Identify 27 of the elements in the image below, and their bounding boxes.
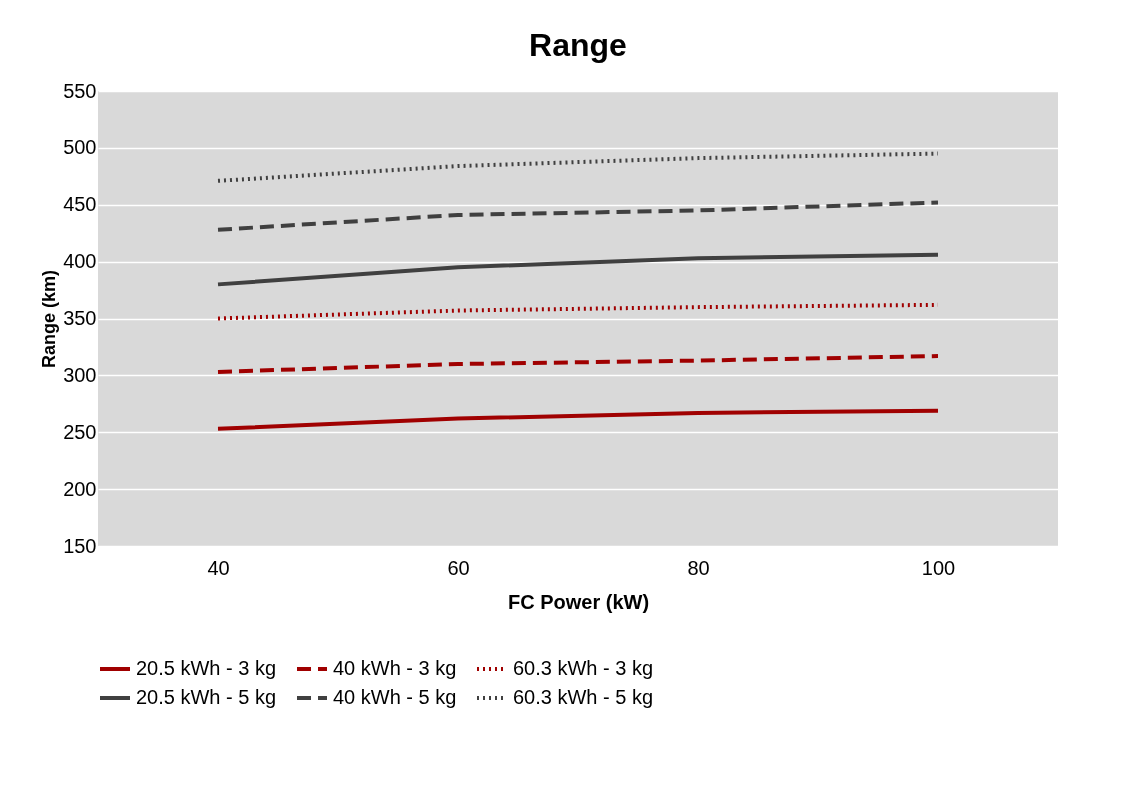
legend-label: 60.3 kWh - 3 kg bbox=[513, 657, 654, 679]
line-series bbox=[216, 408, 940, 431]
y-axis-title: Range (km) bbox=[39, 269, 60, 369]
chart-title: Range bbox=[529, 27, 627, 63]
legend-label: 20.5 kWh - 3 kg bbox=[136, 657, 277, 679]
line-series bbox=[216, 200, 940, 232]
line-series bbox=[216, 252, 940, 287]
x-tick-label: 60 bbox=[447, 556, 470, 579]
x-tick-label: 80 bbox=[687, 556, 710, 579]
x-tick-label: 40 bbox=[207, 556, 230, 579]
legend-label: 40 kWh - 5 kg bbox=[333, 686, 457, 708]
x-axis-title: FC Power (kW) bbox=[507, 590, 650, 613]
y-tick-label: 550 bbox=[63, 79, 97, 102]
y-tick-label: 400 bbox=[63, 250, 97, 273]
y-tick-label: 200 bbox=[63, 477, 97, 500]
legend-label: 40 kWh - 3 kg bbox=[333, 657, 457, 679]
y-tick-label: 150 bbox=[63, 534, 97, 557]
y-tick-label: 450 bbox=[63, 193, 97, 216]
x-tick-label: 100 bbox=[921, 556, 956, 579]
y-tick-label: 250 bbox=[63, 420, 97, 443]
line-series bbox=[216, 354, 940, 374]
legend-label: 20.5 kWh - 5 kg bbox=[136, 686, 277, 708]
y-tick-label: 350 bbox=[63, 307, 97, 329]
line-series bbox=[216, 151, 940, 183]
y-tick-label: 500 bbox=[63, 136, 97, 159]
legend-label: 60.3 kWh - 5 kg bbox=[513, 686, 654, 708]
y-tick-label: 300 bbox=[63, 363, 97, 386]
